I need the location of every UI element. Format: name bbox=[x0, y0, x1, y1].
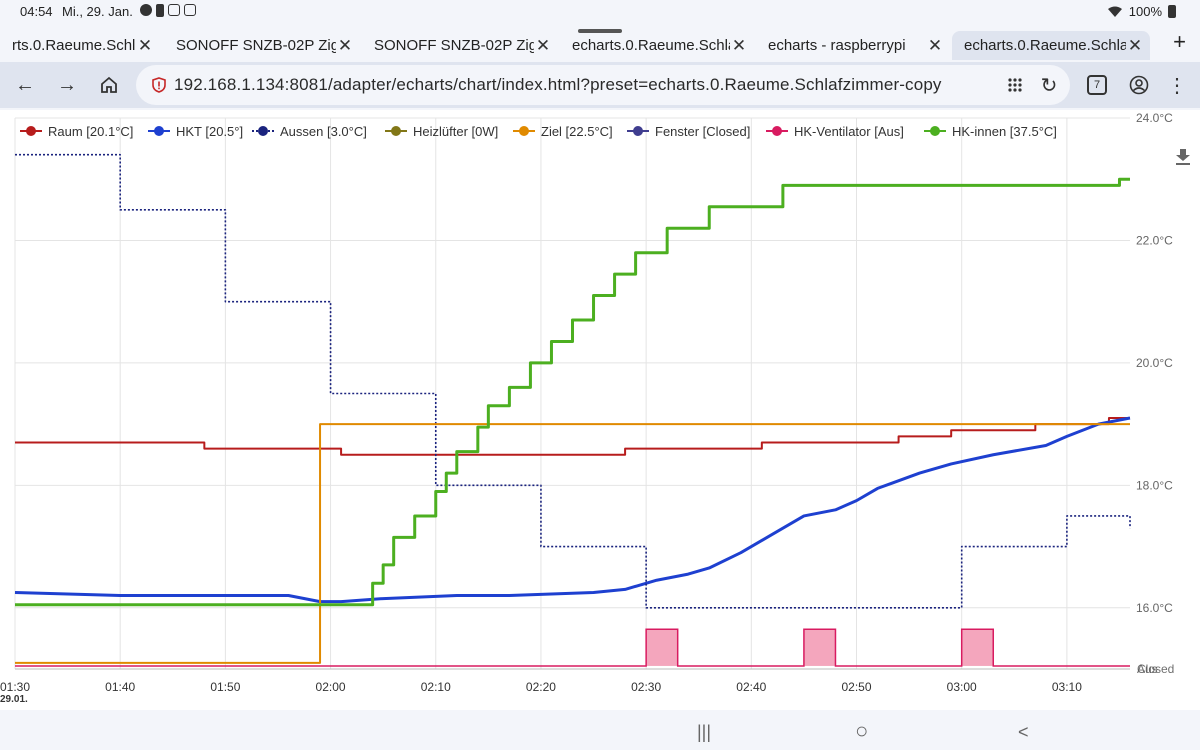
legend-label: Raum [20.1°C] bbox=[48, 124, 133, 139]
series-line-4 bbox=[15, 423, 1130, 664]
home-nav-icon[interactable]: ○ bbox=[855, 718, 869, 743]
x-tick-label: 02:10 bbox=[421, 680, 451, 694]
close-icon[interactable]: ✕ bbox=[731, 35, 747, 55]
legend-label: Heizlüfter [0W] bbox=[413, 124, 498, 139]
legend-marker bbox=[633, 126, 643, 136]
new-tab-icon[interactable]: + bbox=[1173, 29, 1186, 54]
forward-icon[interactable]: → bbox=[57, 73, 77, 96]
legend-label: HKT [20.5°] bbox=[176, 124, 243, 139]
back-nav-icon[interactable]: < bbox=[1018, 722, 1029, 742]
echart-svg: 01:30 01:40 01:50 02:00 02:10 02:20 02:30 02:40… bbox=[0, 111, 1174, 705]
ventilator-on-area bbox=[961, 629, 994, 666]
status-bar: 04:54 Mi., 29. Jan. 100% bbox=[0, 0, 1200, 24]
address-bar[interactable]: 192.168.1.134:8081/adapter/echarts/chart… bbox=[136, 65, 1070, 105]
close-icon[interactable]: ✕ bbox=[535, 35, 551, 55]
tab-label: echarts.0.Raeume.Schla bbox=[964, 37, 1126, 54]
x-tick-label: 02:20 bbox=[526, 680, 556, 694]
tab-2[interactable]: SONOFF SNZB-02P Zigb ✕ bbox=[164, 31, 360, 60]
tab-1[interactable]: rts.0.Raeume.Schla ✕ bbox=[0, 31, 160, 60]
home-icon[interactable] bbox=[96, 72, 122, 98]
tab-4[interactable]: echarts.0.Raeume.Schla ✕ bbox=[560, 31, 754, 60]
series-line-7 bbox=[15, 177, 1130, 607]
qr-code-icon bbox=[184, 4, 196, 16]
y-tick-label: 18.0°C bbox=[1136, 478, 1173, 492]
recents-icon[interactable]: ||| bbox=[697, 722, 712, 742]
legend-label: HK-Ventilator [Aus] bbox=[794, 124, 904, 139]
x-tick-label: 03:00 bbox=[947, 680, 977, 694]
legend-label: Aussen [3.0°C] bbox=[280, 124, 367, 139]
y-tick-label: 24.0°C bbox=[1136, 111, 1173, 125]
minus-circle-icon bbox=[140, 4, 152, 16]
tab-3[interactable]: SONOFF SNZB-02P Zigb ✕ bbox=[362, 31, 558, 60]
more-menu-icon[interactable]: ⋮ bbox=[1167, 74, 1187, 97]
security-warning-icon[interactable] bbox=[144, 77, 174, 93]
x-date-label: 29.01. bbox=[0, 694, 28, 705]
tab-label: rts.0.Raeume.Schla bbox=[12, 37, 136, 54]
legend-marker bbox=[154, 126, 164, 136]
tab-switcher-button[interactable]: 7 bbox=[1084, 72, 1110, 98]
phone-icon bbox=[156, 4, 164, 17]
legend-marker bbox=[772, 126, 782, 136]
chart-area: 01:30 01:40 01:50 02:00 02:10 02:20 02:30 02:40… bbox=[0, 110, 1200, 710]
legend-marker bbox=[391, 126, 401, 136]
x-tick-label: 02:30 bbox=[631, 680, 661, 694]
close-icon[interactable]: ✕ bbox=[927, 35, 943, 55]
legend-marker bbox=[26, 126, 36, 136]
y-tick-label: 20.0°C bbox=[1136, 356, 1173, 370]
android-nav-bar: ||| ○ < bbox=[0, 710, 1200, 750]
legend-label: Ziel [22.5°C] bbox=[541, 124, 613, 139]
tab-label: SONOFF SNZB-02P Zigb bbox=[176, 37, 336, 54]
tab-label: echarts.0.Raeume.Schla bbox=[572, 37, 730, 54]
status-date: Mi., 29. Jan. bbox=[62, 4, 133, 19]
apps-grid-icon[interactable] bbox=[1002, 72, 1028, 98]
legend-label: HK-innen [37.5°C] bbox=[952, 124, 1057, 139]
close-icon[interactable]: ✕ bbox=[137, 35, 153, 55]
tab-strip: rts.0.Raeume.Schla ✕ SONOFF SNZB-02P Zigb… bbox=[0, 25, 1200, 61]
x-tick-label: 01:40 bbox=[105, 680, 135, 694]
legend-marker bbox=[258, 126, 268, 136]
legend-marker bbox=[930, 126, 940, 136]
legend-marker bbox=[519, 126, 529, 136]
notification-icons bbox=[140, 4, 196, 17]
download-icon[interactable] bbox=[1174, 148, 1192, 171]
reload-icon[interactable]: ↻ bbox=[1040, 74, 1058, 97]
x-tick-label: 03:10 bbox=[1052, 680, 1082, 694]
tab-6-active[interactable]: echarts.0.Raeume.Schla ✕ bbox=[952, 31, 1150, 60]
browser-toolbar: ← → 192.168.1.134:8081/adapter/echarts/c… bbox=[0, 62, 1200, 108]
battery-icon bbox=[1168, 5, 1176, 18]
x-tick-label: 02:00 bbox=[316, 680, 346, 694]
gallery-icon bbox=[168, 4, 180, 16]
series-line-1 bbox=[14, 416, 1131, 604]
status-right: 100% bbox=[1107, 4, 1176, 19]
ventilator-on-area bbox=[803, 629, 836, 666]
ventilator-on-area bbox=[646, 629, 678, 666]
y-tick-label: 16.0°C bbox=[1136, 601, 1173, 615]
x-tick-label: 02:50 bbox=[841, 680, 871, 694]
legend-label: Fenster [Closed] bbox=[655, 124, 750, 139]
x-tick-label: 01:50 bbox=[210, 680, 240, 694]
close-icon[interactable]: ✕ bbox=[1127, 35, 1143, 55]
y-tick-label: 22.0°C bbox=[1136, 233, 1173, 247]
tab-5[interactable]: echarts - raspberrypi ✕ bbox=[756, 31, 950, 60]
account-icon[interactable] bbox=[1126, 72, 1152, 98]
drag-handle[interactable] bbox=[578, 29, 622, 33]
battery-text: 100% bbox=[1128, 4, 1162, 19]
tab-count: 7 bbox=[1087, 75, 1107, 95]
series-line-ventilator bbox=[15, 628, 1130, 667]
tab-label: echarts - raspberrypi bbox=[768, 37, 906, 54]
url-text: 192.168.1.134:8081/adapter/echarts/chart… bbox=[174, 75, 942, 94]
wifi-icon bbox=[1107, 6, 1122, 17]
bool-axis-label: Aus bbox=[1137, 662, 1158, 676]
x-tick-label: 02:40 bbox=[736, 680, 766, 694]
close-icon[interactable]: ✕ bbox=[337, 35, 353, 55]
back-icon[interactable]: ← bbox=[15, 73, 35, 96]
bool-axis-label: Closed bbox=[1137, 662, 1174, 676]
x-tick-label: 01:30 bbox=[0, 680, 30, 694]
tab-label: SONOFF SNZB-02P Zigb bbox=[374, 37, 534, 54]
series-line-2 bbox=[15, 153, 1131, 609]
status-time: 04:54 bbox=[20, 4, 53, 19]
